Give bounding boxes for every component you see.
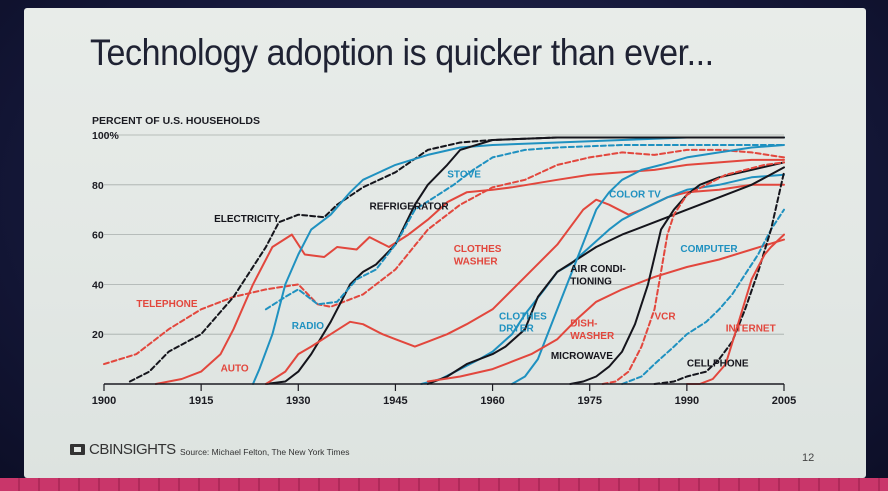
series-label: DRYER (499, 324, 534, 335)
series-line-telephone (103, 148, 785, 366)
series-label: AUTO (221, 364, 249, 375)
series-label: COLOR TV (609, 189, 661, 200)
series-label: AIR CONDI- (570, 264, 626, 275)
cbinsights-logo: CBINSIGHTS (70, 441, 176, 458)
brand-name: CBINSIGHTS (89, 441, 176, 458)
series-line-computer (621, 208, 785, 385)
series-lines (103, 136, 785, 385)
x-tick-label: 1900 (92, 395, 116, 407)
series-label: STOVE (447, 169, 481, 180)
series-line-radio (252, 136, 785, 385)
series-label: COMPUTER (680, 244, 738, 255)
x-tick-label: 1975 (577, 395, 601, 407)
series-label: REFRIGERATOR (370, 202, 450, 213)
series-line-color-tv (511, 144, 785, 385)
stage-led-strip (0, 478, 888, 491)
slide-title: Technology adoption is quicker than ever… (90, 32, 714, 73)
series-label: CLOTHES (454, 244, 502, 255)
series-label: VCR (654, 311, 676, 322)
series-label: ELECTRICITY (214, 214, 280, 225)
source-note: Source: Michael Felton, The New York Tim… (180, 447, 350, 457)
series-line-internet (685, 233, 785, 385)
y-tick-label: 100% (92, 130, 120, 142)
series-label: WASHER (454, 256, 499, 267)
x-tick-label: 1915 (189, 395, 213, 407)
series-labels: ELECTRICITY REFRIGERATOR STOVE COLOR TV CLOT… (136, 169, 775, 374)
adoption-line-chart: PERCENT OF U.S. HOUSEHOLDS 100%806040201… (92, 115, 796, 407)
series-line-air-conditioning (426, 166, 785, 385)
series-line-refrigerator (264, 136, 785, 385)
series-label: RADIO (292, 321, 324, 332)
series-label: WASHER (570, 331, 615, 342)
series-label: TELEPHONE (136, 299, 197, 310)
series-label: CELLPHONE (687, 359, 749, 370)
y-tick-label: 80 (92, 180, 104, 192)
series-label: INTERNET (726, 324, 776, 335)
series-line-stove (264, 144, 785, 311)
page-number: 12 (802, 452, 815, 464)
x-tick-label: 1930 (286, 395, 310, 407)
x-tick-label: 2005 (772, 395, 796, 407)
y-tick-label: 20 (92, 329, 104, 341)
axes: 100% 80 60 40 20 1900 1915 1930 1945 1960 1975 1990… (92, 130, 796, 407)
series-label: TIONING (570, 276, 612, 287)
x-tick-label: 1990 (675, 395, 699, 407)
series-label: CLOTHES (499, 311, 547, 322)
y-axis-label: PERCENT OF U.S. HOUSEHOLDS (92, 115, 260, 127)
slide: Technology adoption is quicker than ever… (24, 8, 866, 478)
gridlines (104, 134, 784, 335)
series-line-vcr (601, 161, 785, 385)
x-tick-label: 1960 (480, 395, 504, 407)
y-tick-label: 40 (92, 279, 104, 291)
series-label: MICROWAVE (551, 351, 613, 362)
series-line-dish-washer (426, 238, 785, 383)
series-label: DISH- (570, 319, 597, 330)
cbinsights-logo-icon (70, 444, 85, 455)
series-line-cellphone (653, 171, 785, 385)
series-line-microwave (569, 161, 785, 385)
series-line-electricity (128, 136, 785, 383)
y-tick-label: 60 (92, 230, 104, 242)
x-tick-label: 1945 (383, 395, 407, 407)
